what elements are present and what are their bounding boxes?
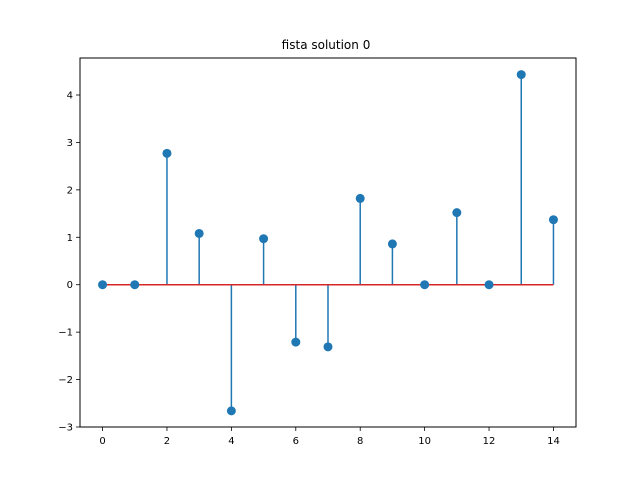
y-tick-label: −2 — [58, 375, 73, 386]
axes-frame — [79, 57, 577, 428]
x-tick-label: 8 — [357, 436, 363, 447]
data-point-marker — [387, 239, 397, 249]
y-tick-label: 3 — [67, 138, 73, 149]
data-point-marker — [516, 70, 526, 80]
data-point-marker — [259, 234, 269, 244]
data-point-marker — [355, 193, 365, 203]
x-tick-label: 12 — [483, 436, 496, 447]
x-tick-label: 14 — [547, 436, 560, 447]
x-tick-label: 10 — [418, 436, 431, 447]
x-tick-label: 6 — [293, 436, 299, 447]
x-axis: 0 2 4 6 8 10 12 14 — [99, 427, 560, 447]
y-tick-label: 2 — [67, 185, 73, 196]
y-tick-label: −1 — [58, 328, 73, 339]
y-tick-label: 4 — [67, 90, 73, 101]
x-tick-label: 0 — [99, 436, 105, 447]
data-point-marker — [323, 342, 333, 352]
y-tick-label: 0 — [67, 280, 73, 291]
y-tick-label: 1 — [67, 233, 73, 244]
data-point-marker — [452, 208, 462, 218]
plot-area — [98, 70, 558, 416]
data-point-marker — [226, 406, 236, 416]
data-point-marker — [162, 148, 172, 158]
chart-title: fista solution 0 — [282, 38, 371, 52]
data-point-marker — [548, 215, 558, 225]
data-point-marker — [291, 337, 301, 347]
y-axis: −3 −2 −1 0 1 2 3 4 — [58, 90, 80, 434]
x-tick-label: 4 — [228, 436, 234, 447]
y-tick-label: −3 — [58, 423, 73, 434]
data-point-marker — [98, 280, 108, 290]
data-point-marker — [420, 280, 430, 290]
data-point-marker — [130, 280, 140, 290]
data-point-marker — [484, 280, 494, 290]
data-point-marker — [194, 228, 204, 238]
x-tick-label: 2 — [164, 436, 170, 447]
